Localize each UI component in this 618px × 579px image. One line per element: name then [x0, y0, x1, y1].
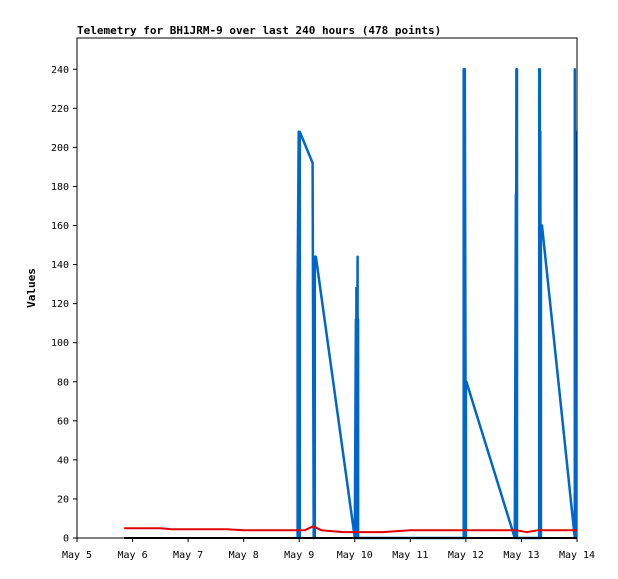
x-tick-label: May 11: [392, 550, 428, 561]
x-tick-label: May 6: [118, 550, 148, 561]
x-tick-label: May 5: [62, 550, 92, 561]
series-line-1: [296, 68, 578, 540]
plot-area: [76, 37, 578, 539]
y-tick-label: 140: [51, 260, 69, 271]
x-axis: May 5 May 6 May 7 May 8 May 9 May 10 May 11 May…: [62, 538, 595, 561]
series-line-2: [124, 525, 577, 534]
y-tick-label: 60: [57, 416, 69, 427]
y-tick-label: 240: [51, 65, 69, 76]
y-tick-label: 100: [51, 338, 69, 349]
y-tick-label: 40: [57, 455, 69, 466]
y-tick-label: 80: [57, 377, 69, 388]
y-axis-label: Values: [25, 268, 38, 308]
y-axis: 0 20 40 60 80 100 120 140 160 180 200 220 240: [51, 65, 77, 545]
x-tick-label: May 13: [503, 550, 539, 561]
y-tick-label: 160: [51, 221, 69, 232]
x-tick-label: May 12: [448, 550, 484, 561]
x-tick-label: May 7: [173, 550, 203, 561]
x-tick-label: May 8: [229, 550, 259, 561]
y-tick-label: 120: [51, 299, 69, 310]
y-tick-label: 200: [51, 143, 69, 154]
y-tick-label: 0: [63, 534, 69, 545]
y-tick-label: 20: [57, 494, 69, 505]
chart-title: Telemetry for BH1JRM-9 over last 240 hou…: [77, 24, 441, 37]
x-tick-label: May 9: [284, 550, 314, 561]
x-tick-label: May 14: [559, 550, 595, 561]
x-tick-label: May 10: [337, 550, 373, 561]
y-tick-label: 180: [51, 182, 69, 193]
series-group: [124, 68, 578, 540]
y-tick-label: 220: [51, 104, 69, 115]
